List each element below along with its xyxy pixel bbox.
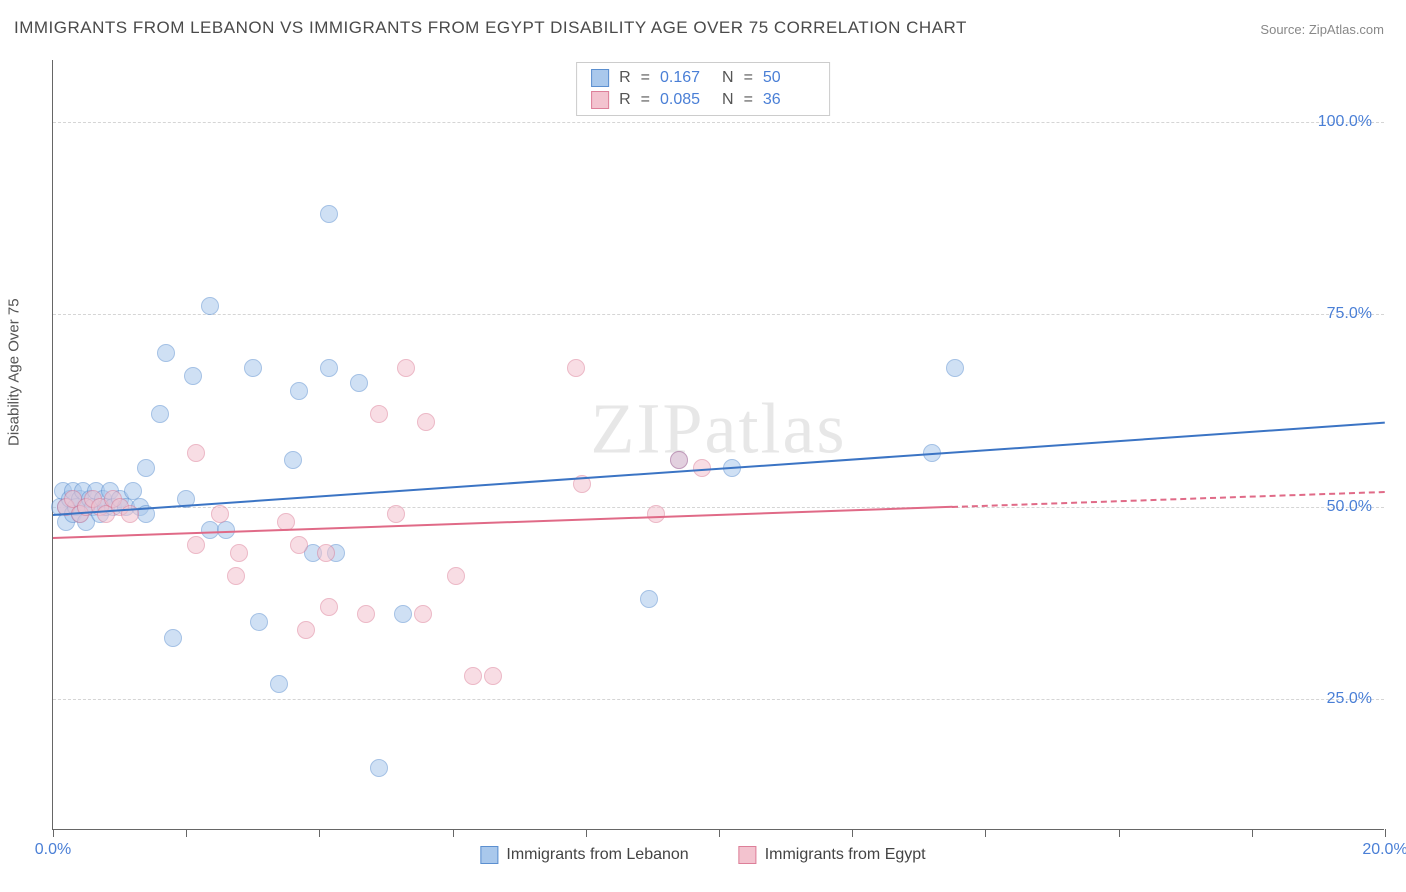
scatter-point xyxy=(284,451,302,469)
x-tick xyxy=(985,829,986,837)
y-tick-label: 75.0% xyxy=(1327,305,1372,323)
scatter-point xyxy=(387,505,405,523)
scatter-point xyxy=(227,567,245,585)
x-tick xyxy=(1119,829,1120,837)
source-attribution: Source: ZipAtlas.com xyxy=(1260,22,1384,37)
legend-label: Immigrants from Egypt xyxy=(765,846,926,864)
scatter-point xyxy=(447,567,465,585)
scatter-point xyxy=(297,621,315,639)
scatter-point xyxy=(164,629,182,647)
trend-line xyxy=(53,506,952,539)
equals-sign: = xyxy=(744,91,753,109)
scatter-point xyxy=(320,359,338,377)
gridline-h xyxy=(53,699,1384,700)
scatter-point xyxy=(317,544,335,562)
scatter-point xyxy=(484,667,502,685)
chart-title: IMMIGRANTS FROM LEBANON VS IMMIGRANTS FR… xyxy=(14,18,967,38)
r-value: 0.167 xyxy=(660,69,712,87)
n-value: 50 xyxy=(763,69,815,87)
x-tick xyxy=(319,829,320,837)
legend-swatch xyxy=(591,69,609,87)
y-tick-label: 50.0% xyxy=(1327,498,1372,516)
scatter-point xyxy=(357,605,375,623)
scatter-point xyxy=(946,359,964,377)
scatter-plot-area: ZIPatlas 25.0%50.0%75.0%100.0%0.0%20.0% xyxy=(52,60,1384,830)
r-value: 0.085 xyxy=(660,91,712,109)
scatter-point xyxy=(187,536,205,554)
scatter-point xyxy=(250,613,268,631)
source-name: ZipAtlas.com xyxy=(1309,22,1384,37)
scatter-point xyxy=(647,505,665,523)
series-legend: Immigrants from Lebanon Immigrants from E… xyxy=(480,846,925,864)
gridline-h xyxy=(53,122,1384,123)
scatter-point xyxy=(244,359,262,377)
equals-sign: = xyxy=(641,69,650,87)
scatter-point xyxy=(270,675,288,693)
scatter-point xyxy=(151,405,169,423)
y-axis-title: Disability Age Over 75 xyxy=(6,298,23,446)
scatter-point xyxy=(397,359,415,377)
scatter-point xyxy=(464,667,482,685)
x-tick-label: 0.0% xyxy=(35,841,71,859)
legend-swatch xyxy=(480,846,498,864)
x-tick xyxy=(586,829,587,837)
x-tick xyxy=(1385,829,1386,837)
scatter-point xyxy=(320,598,338,616)
y-tick-label: 100.0% xyxy=(1318,113,1372,131)
scatter-point xyxy=(211,505,229,523)
scatter-point xyxy=(350,374,368,392)
n-label: N xyxy=(722,69,734,87)
scatter-point xyxy=(290,536,308,554)
scatter-point xyxy=(187,444,205,462)
scatter-point xyxy=(184,367,202,385)
source-label: Source: xyxy=(1260,22,1305,37)
equals-sign: = xyxy=(744,69,753,87)
scatter-point xyxy=(201,297,219,315)
trend-line xyxy=(53,422,1385,516)
legend-item: Immigrants from Egypt xyxy=(739,846,926,864)
stats-legend-row: R = 0.085 N = 36 xyxy=(591,89,815,111)
scatter-point xyxy=(230,544,248,562)
scatter-point xyxy=(417,413,435,431)
scatter-point xyxy=(320,205,338,223)
x-tick xyxy=(186,829,187,837)
watermark-text: ZIPatlas xyxy=(591,388,847,471)
x-tick xyxy=(852,829,853,837)
legend-swatch xyxy=(591,91,609,109)
r-label: R xyxy=(619,91,631,109)
scatter-point xyxy=(414,605,432,623)
y-tick-label: 25.0% xyxy=(1327,690,1372,708)
gridline-h xyxy=(53,507,1384,508)
scatter-point xyxy=(670,451,688,469)
scatter-point xyxy=(217,521,235,539)
stats-legend-row: R = 0.167 N = 50 xyxy=(591,67,815,89)
n-label: N xyxy=(722,91,734,109)
scatter-point xyxy=(370,405,388,423)
legend-item: Immigrants from Lebanon xyxy=(480,846,688,864)
equals-sign: = xyxy=(641,91,650,109)
correlation-stats-legend: R = 0.167 N = 50 R = 0.085 N = 36 xyxy=(576,62,830,116)
legend-swatch xyxy=(739,846,757,864)
scatter-point xyxy=(290,382,308,400)
x-tick-label: 20.0% xyxy=(1362,841,1406,859)
x-tick xyxy=(1252,829,1253,837)
scatter-point xyxy=(137,459,155,477)
gridline-h xyxy=(53,314,1384,315)
legend-label: Immigrants from Lebanon xyxy=(506,846,688,864)
scatter-point xyxy=(157,344,175,362)
x-tick xyxy=(453,829,454,837)
x-tick xyxy=(53,829,54,837)
scatter-point xyxy=(370,759,388,777)
r-label: R xyxy=(619,69,631,87)
scatter-point xyxy=(640,590,658,608)
x-tick xyxy=(719,829,720,837)
scatter-point xyxy=(567,359,585,377)
scatter-point xyxy=(394,605,412,623)
scatter-point xyxy=(201,521,219,539)
n-value: 36 xyxy=(763,91,815,109)
